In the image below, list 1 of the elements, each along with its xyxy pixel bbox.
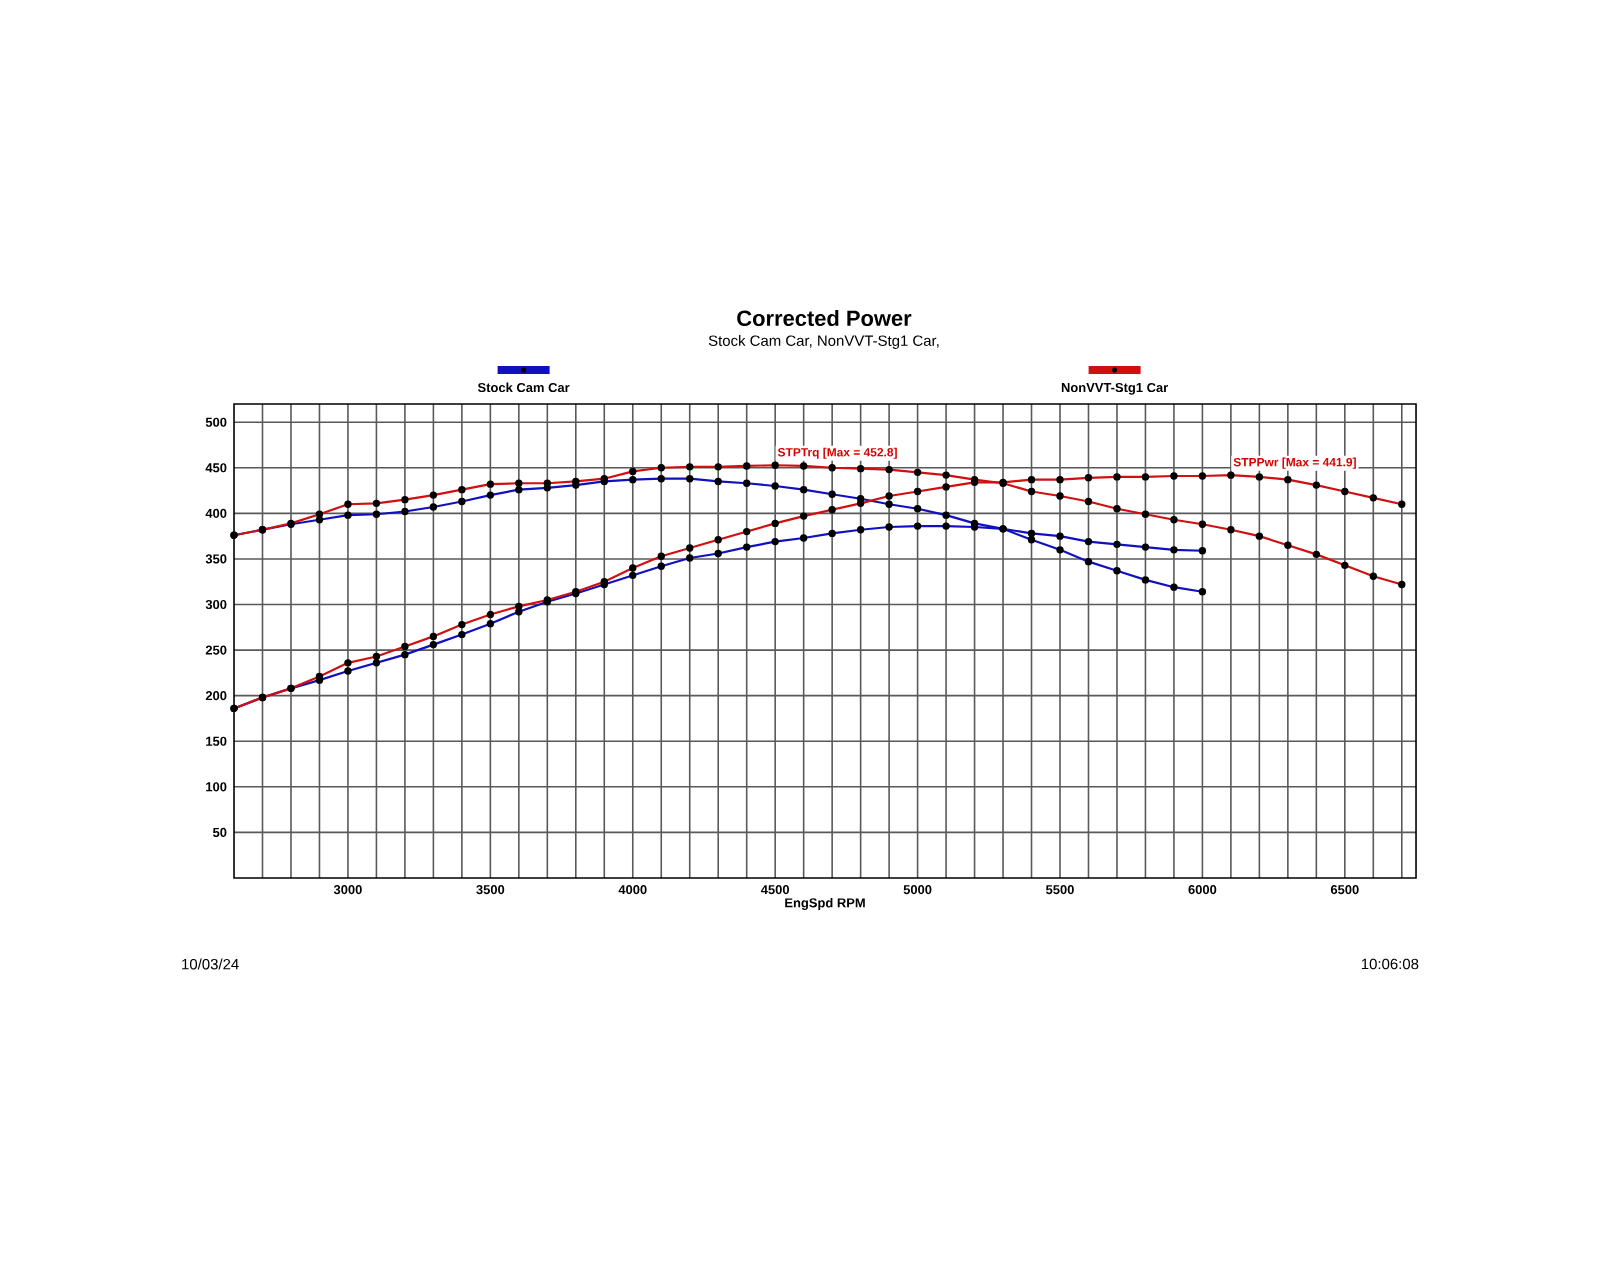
- chart-title: Corrected Power: [737, 309, 912, 327]
